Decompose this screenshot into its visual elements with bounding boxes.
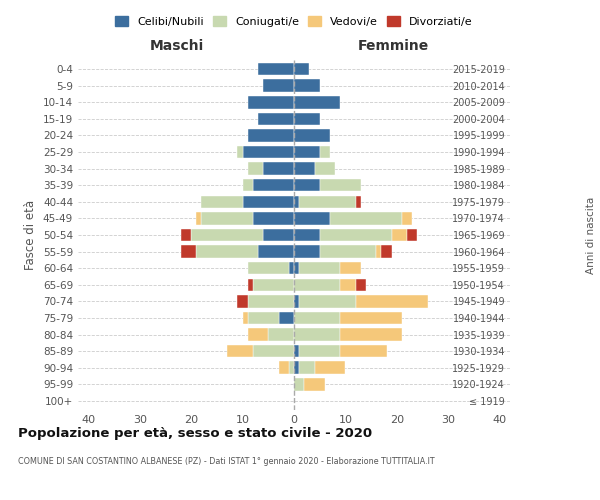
Bar (320, 246, 376, 258)
Bar (202, 212, 253, 224)
Bar (278, 312, 294, 324)
Bar (294, 229, 320, 241)
Bar (253, 278, 294, 291)
Bar (320, 146, 330, 158)
Bar (294, 130, 330, 141)
Bar (294, 262, 299, 274)
Bar (294, 179, 320, 192)
Bar (340, 328, 402, 340)
Bar (294, 63, 310, 76)
Bar (314, 162, 335, 175)
Bar (294, 295, 299, 308)
Bar (278, 362, 289, 374)
Bar (294, 212, 330, 224)
Bar (299, 295, 356, 308)
Bar (263, 162, 294, 175)
Text: Femmine: Femmine (358, 38, 428, 52)
Bar (248, 295, 294, 308)
Bar (196, 212, 202, 224)
Bar (253, 345, 294, 358)
Bar (294, 112, 320, 125)
Bar (258, 246, 294, 258)
Bar (248, 328, 268, 340)
Bar (268, 328, 294, 340)
Bar (294, 146, 320, 158)
Bar (294, 328, 340, 340)
Bar (242, 196, 294, 208)
Bar (392, 229, 407, 241)
Bar (263, 229, 294, 241)
Bar (294, 362, 299, 374)
Bar (299, 196, 356, 208)
Text: Maschi: Maschi (0, 499, 1, 500)
Bar (314, 362, 346, 374)
Bar (294, 278, 340, 291)
Bar (299, 262, 340, 274)
Bar (340, 345, 386, 358)
Bar (258, 63, 294, 76)
Bar (248, 96, 294, 108)
Bar (253, 212, 294, 224)
Bar (263, 80, 294, 92)
Bar (294, 96, 340, 108)
Bar (248, 262, 289, 274)
Bar (238, 146, 242, 158)
Bar (248, 312, 278, 324)
Bar (191, 229, 263, 241)
Bar (407, 229, 418, 241)
Bar (242, 312, 248, 324)
Bar (227, 345, 253, 358)
Bar (340, 262, 361, 274)
Bar (299, 345, 340, 358)
Bar (202, 196, 242, 208)
Bar (356, 278, 366, 291)
Bar (289, 362, 294, 374)
Bar (294, 162, 314, 175)
Y-axis label: Fasce di età: Fasce di età (25, 200, 37, 270)
Bar (330, 212, 402, 224)
Bar (258, 112, 294, 125)
Bar (402, 212, 412, 224)
Text: Anni di nascita: Anni di nascita (586, 196, 596, 274)
Bar (299, 362, 314, 374)
Bar (294, 312, 340, 324)
Bar (294, 80, 320, 92)
Bar (248, 130, 294, 141)
Bar (242, 179, 253, 192)
Text: Popolazione per età, sesso e stato civile - 2020: Popolazione per età, sesso e stato civil… (18, 428, 372, 440)
Bar (320, 229, 392, 241)
Bar (181, 246, 196, 258)
Bar (304, 378, 325, 390)
Bar (289, 262, 294, 274)
Text: Femmine: Femmine (0, 499, 1, 500)
Bar (253, 179, 294, 192)
Legend: Celibi/Nubili, Coniugati/e, Vedovi/e, Divorziati/e: Celibi/Nubili, Coniugati/e, Vedovi/e, Di… (111, 12, 477, 31)
Bar (320, 179, 361, 192)
Bar (242, 146, 294, 158)
Bar (376, 246, 382, 258)
Bar (356, 295, 428, 308)
Text: COMUNE DI SAN COSTANTINO ALBANESE (PZ) - Dati ISTAT 1° gennaio 2020 - Elaborazio: COMUNE DI SAN COSTANTINO ALBANESE (PZ) -… (18, 458, 434, 466)
Text: Maschi: Maschi (150, 38, 204, 52)
Bar (340, 278, 356, 291)
Bar (340, 312, 402, 324)
Bar (356, 196, 361, 208)
Bar (181, 229, 191, 241)
Bar (248, 162, 263, 175)
Bar (294, 246, 320, 258)
Bar (382, 246, 392, 258)
Bar (248, 278, 253, 291)
Bar (294, 378, 304, 390)
Bar (294, 196, 299, 208)
Bar (196, 246, 258, 258)
Bar (294, 345, 299, 358)
Bar (238, 295, 248, 308)
